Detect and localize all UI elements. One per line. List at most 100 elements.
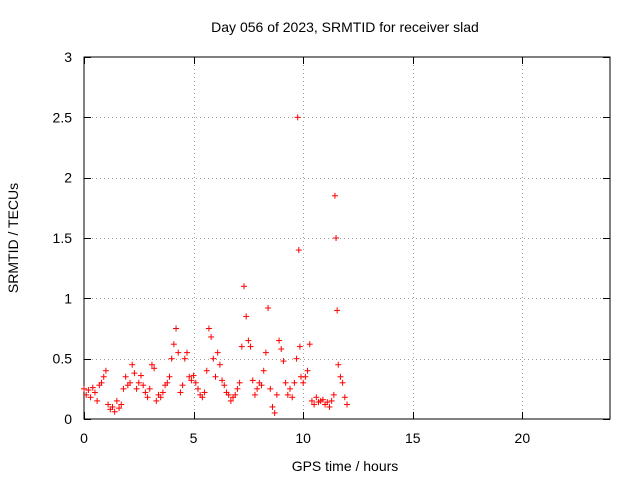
data-point [262,349,269,356]
data-point [236,379,243,386]
data-point [81,385,87,392]
data-point [265,304,272,311]
data-point [289,394,296,401]
data-point [273,391,280,398]
data-point [87,394,94,401]
data-point [247,343,254,350]
data-point [276,337,283,344]
data-point [287,385,294,392]
data-point [116,405,123,412]
data-point [243,313,250,320]
y-tick-label: 2 [64,170,72,186]
data-point [105,401,112,408]
data-point [330,391,337,398]
data-point [188,377,195,384]
data-point [344,401,350,408]
data-point [177,389,184,396]
data-point [319,396,326,403]
data-point [157,394,164,401]
data-point [295,247,302,254]
data-point [249,377,256,384]
data-point [219,377,226,384]
data-point [234,385,241,392]
y-tick-label: 0.5 [53,351,73,367]
data-point [109,403,116,410]
data-point [199,394,206,401]
y-tick-label: 0 [64,411,72,427]
data-point [294,114,301,121]
y-tick-label: 2.5 [53,109,73,125]
data-point [313,394,320,401]
data-point [306,341,313,348]
data-point [302,373,309,380]
data-point [205,325,212,332]
data-point [91,389,98,396]
data-point [168,355,175,362]
x-tick-label: 0 [80,430,88,446]
data-point [291,379,298,386]
data-point [179,382,186,389]
x-tick-label: 10 [295,430,311,446]
data-point [135,379,142,386]
data-point [311,401,318,408]
data-point [240,283,247,290]
data-point [331,192,338,199]
data-point [232,391,239,398]
x-tick-label: 15 [405,430,421,446]
y-tick-label: 3 [64,49,72,65]
data-point [339,379,346,386]
axis-ticks [84,57,610,420]
grid-lines [84,57,610,419]
data-point [142,389,149,396]
data-point [137,372,144,379]
data-point [194,385,201,392]
data-point [166,373,173,380]
data-point [280,358,287,365]
data-point [282,379,289,386]
data-point [335,361,342,368]
plot-frame [83,56,611,420]
x-tick-label: 5 [190,430,198,446]
data-point [203,367,210,374]
data-point [146,385,153,392]
data-point [216,361,223,368]
data-point [269,403,276,410]
data-point [83,391,90,398]
data-point [326,403,333,410]
x-tick-label: 20 [515,430,531,446]
data-point [333,235,340,241]
data-point [221,382,228,389]
data-point [284,391,291,398]
y-axis-label: SRMTID / TECUs [5,183,21,293]
data-point [201,389,208,396]
data-point [184,349,191,356]
data-point [212,373,219,380]
data-point [120,385,127,392]
data-point [300,379,307,386]
data-points [81,114,350,416]
data-point [131,370,138,377]
data-point [102,367,109,374]
data-point [144,394,151,401]
data-point [129,361,136,368]
data-point [148,361,155,368]
data-point [127,379,134,386]
data-point [260,367,267,374]
y-tick-label: 1 [64,290,72,306]
y-tick-label: 1.5 [53,230,73,246]
data-point [324,399,331,406]
data-point [159,389,166,396]
data-point [267,385,274,392]
data-point [334,307,341,314]
data-point [214,349,221,356]
data-point [170,341,177,348]
data-point [227,397,234,404]
data-point [341,394,348,401]
data-point [85,387,92,394]
data-point [192,379,199,386]
data-point [111,408,118,415]
data-point [133,385,140,392]
data-point [113,397,120,404]
data-point [258,382,265,389]
